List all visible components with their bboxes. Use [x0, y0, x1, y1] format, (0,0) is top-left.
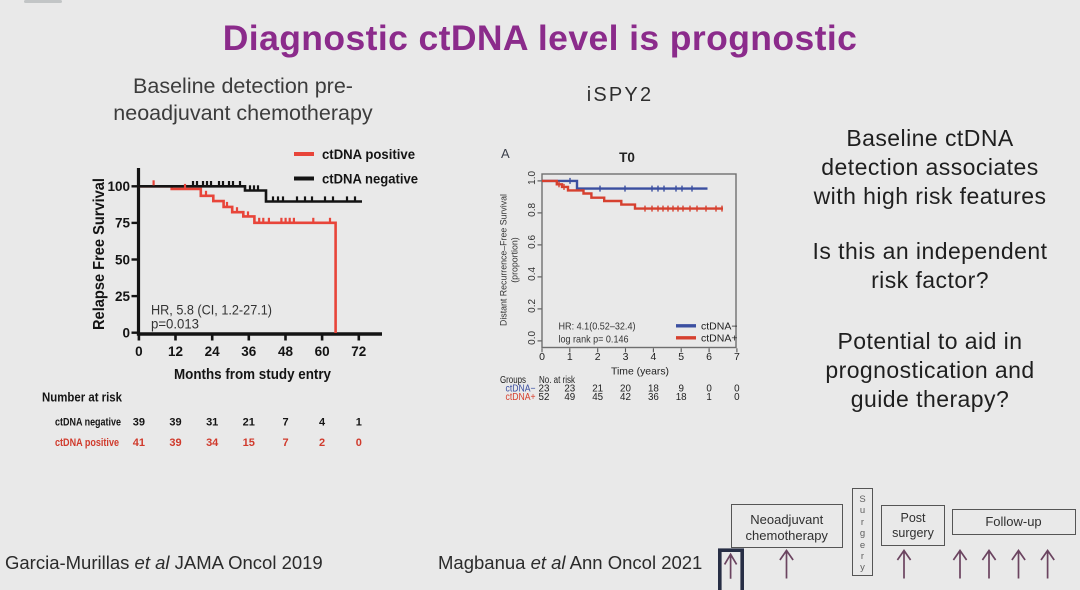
svg-text:100: 100 [107, 179, 130, 194]
svg-text:0: 0 [356, 437, 362, 449]
svg-text:ctDNA−: ctDNA− [701, 321, 738, 333]
svg-text:No. at risk: No. at risk [539, 375, 575, 386]
svg-text:39: 39 [169, 437, 181, 449]
svg-text:A: A [501, 146, 510, 161]
svg-text:0.8: 0.8 [527, 203, 538, 217]
svg-text:42: 42 [620, 392, 631, 403]
svg-text:2: 2 [595, 351, 601, 363]
svg-text:31: 31 [206, 417, 218, 429]
svg-text:36: 36 [241, 344, 257, 359]
svg-text:(proportion): (proportion) [510, 237, 520, 283]
svg-text:45: 45 [592, 392, 603, 403]
svg-text:0: 0 [539, 351, 545, 363]
svg-text:21: 21 [592, 384, 603, 395]
svg-text:25: 25 [115, 289, 131, 304]
svg-text:9: 9 [678, 384, 683, 395]
svg-text:ctDNA−: ctDNA− [506, 384, 536, 395]
svg-text:2: 2 [319, 437, 325, 449]
svg-text:0: 0 [135, 344, 143, 359]
svg-text:72: 72 [351, 344, 366, 359]
svg-text:50: 50 [115, 252, 130, 267]
svg-text:Relapse Free Survival: Relapse Free Survival [91, 178, 108, 330]
svg-text:1.0: 1.0 [527, 171, 538, 185]
svg-text:48: 48 [278, 344, 294, 359]
svg-text:Number at risk: Number at risk [42, 391, 122, 405]
svg-text:Distant Recurrence–Free Surviv: Distant Recurrence–Free Survival [499, 194, 509, 326]
svg-text:6: 6 [706, 351, 712, 363]
svg-text:ctDNA negative: ctDNA negative [322, 172, 418, 187]
svg-text:log rank p= 0.146: log rank p= 0.146 [559, 334, 629, 346]
svg-text:20: 20 [620, 384, 631, 395]
svg-text:41: 41 [133, 437, 145, 449]
svg-text:18: 18 [676, 392, 687, 403]
svg-text:0.0: 0.0 [527, 331, 538, 345]
svg-text:HR: 4.1(0.52–32.4): HR: 4.1(0.52–32.4) [559, 321, 636, 333]
svg-text:0: 0 [734, 392, 740, 403]
svg-text:75: 75 [115, 216, 131, 231]
svg-text:ctDNA negative: ctDNA negative [55, 417, 121, 429]
svg-text:ctDNA positive: ctDNA positive [55, 437, 119, 449]
svg-text:7: 7 [282, 437, 288, 449]
svg-text:12: 12 [168, 344, 183, 359]
svg-text:1: 1 [356, 417, 362, 429]
svg-text:18: 18 [648, 384, 659, 395]
svg-text:0.6: 0.6 [527, 235, 538, 249]
svg-text:1: 1 [567, 351, 573, 363]
svg-text:T0: T0 [619, 150, 635, 165]
svg-text:39: 39 [169, 417, 181, 429]
svg-text:ctDNA+: ctDNA+ [701, 333, 738, 345]
svg-text:Groups: Groups [500, 375, 526, 386]
svg-text:34: 34 [206, 437, 219, 449]
svg-text:0.2: 0.2 [527, 299, 538, 313]
svg-text:1: 1 [706, 392, 711, 403]
svg-text:Months from study entry: Months from study entry [174, 366, 332, 383]
svg-text:HR, 5.8 (CI, 1.2-27.1): HR, 5.8 (CI, 1.2-27.1) [151, 302, 272, 318]
svg-text:ctDNA positive: ctDNA positive [322, 147, 415, 162]
svg-text:7: 7 [734, 351, 740, 363]
svg-text:52: 52 [539, 392, 550, 403]
svg-text:0: 0 [122, 326, 130, 341]
svg-text:3: 3 [623, 351, 629, 363]
svg-text:p=0.013: p=0.013 [151, 316, 199, 332]
svg-text:Time (years): Time (years) [611, 366, 669, 378]
svg-text:15: 15 [243, 437, 255, 449]
svg-text:0: 0 [706, 384, 712, 395]
svg-text:ctDNA+: ctDNA+ [506, 392, 536, 403]
svg-text:4: 4 [650, 351, 656, 363]
svg-text:5: 5 [678, 351, 684, 363]
svg-text:49: 49 [564, 392, 575, 403]
svg-text:7: 7 [282, 417, 288, 429]
svg-text:60: 60 [315, 344, 330, 359]
svg-text:36: 36 [648, 392, 659, 403]
svg-text:0: 0 [734, 384, 740, 395]
svg-text:23: 23 [564, 384, 575, 395]
svg-text:4: 4 [319, 417, 326, 429]
svg-text:21: 21 [243, 417, 255, 429]
svg-text:0.4: 0.4 [527, 267, 538, 281]
svg-text:39: 39 [133, 417, 145, 429]
svg-text:24: 24 [205, 344, 221, 359]
svg-text:23: 23 [539, 384, 550, 395]
